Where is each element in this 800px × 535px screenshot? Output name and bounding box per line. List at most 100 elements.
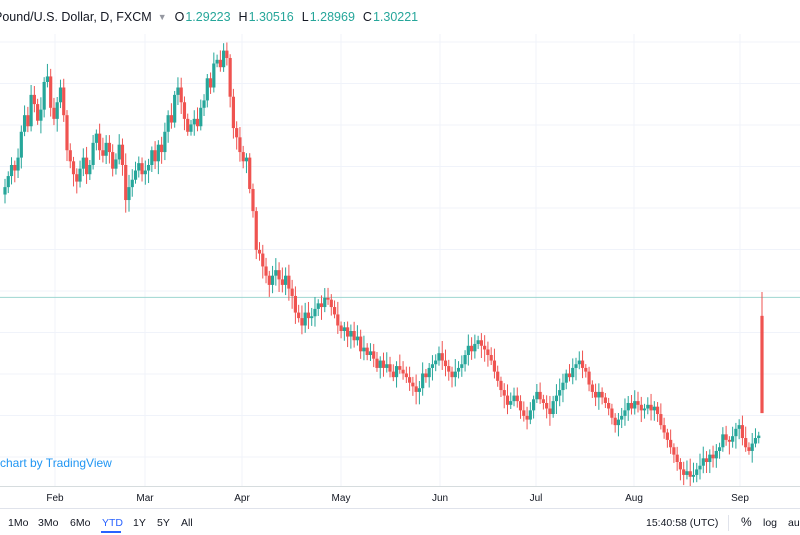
candle-body [362,347,366,352]
candle-body [303,312,307,326]
range-1y-button[interactable]: 1Y [133,517,146,529]
candle-body [228,57,232,97]
candle-body [538,391,542,400]
candle-body [32,94,36,105]
candle-body [515,395,519,402]
candle-body [319,303,324,308]
candle-body [698,465,702,470]
candle-body [323,297,327,308]
candle-body [163,131,167,153]
candle-body [408,377,412,383]
candle-body [571,367,575,378]
candle-body [91,142,95,165]
candle-body [277,270,281,280]
candle-body [531,399,536,411]
range-all-button[interactable]: All [181,517,193,529]
candle-body [476,340,480,344]
percent-scale-button[interactable]: % [741,515,752,529]
candle-body [567,373,572,378]
ohlc-low: L1.28969 [302,10,355,24]
candle-body [750,443,754,451]
candle-body [727,439,731,442]
candle-body [88,164,92,175]
candle-body [238,137,242,153]
candle-body [94,133,98,143]
candle-body [186,118,190,132]
candle-body [124,164,128,201]
candle-body [398,366,402,370]
range-ytd-button[interactable]: YTD [102,517,123,529]
candle-body [401,369,405,374]
candle-body [580,360,585,368]
utc-clock[interactable]: 15:40:58 (UTC) [646,517,719,529]
candle-body [695,469,699,475]
candles [3,42,764,486]
candle-body [509,401,513,405]
auto-scale-button[interactable]: au [788,517,800,529]
candle-body [479,340,483,346]
caret-down-icon[interactable]: ▼ [157,12,167,22]
candle-body [492,360,497,372]
candle-body [737,425,741,429]
candle-body [101,150,105,156]
range-6mo-button[interactable]: 6Mo [70,517,91,529]
candle-body [169,115,174,123]
candle-body [649,404,653,411]
candle-body [313,308,317,317]
candle-body [469,345,474,352]
candle-body [545,402,549,409]
x-tick-feb: Feb [46,493,64,504]
candle-body [577,360,581,365]
candle-body [381,360,386,368]
candle-body [244,157,249,162]
candle-body [616,419,621,426]
candle-body [39,109,43,121]
candle-body [724,434,728,440]
log-scale-button[interactable]: log [763,517,778,529]
x-tick-apr: Apr [234,493,250,504]
candle-body [130,179,134,188]
candle-body [430,364,435,368]
candle-body [143,170,147,175]
candle-body [68,150,72,162]
candle-body [717,447,722,451]
tradingview-attribution-link[interactable]: chart by TradingView [0,456,112,470]
x-tick-mar: Mar [136,493,154,504]
candle-body [678,462,683,470]
candle-body [590,384,594,392]
candle-body [71,161,76,175]
candle-body [597,391,601,398]
candle-body [744,438,748,448]
ohlc-close: C1.30221 [363,10,418,24]
candle-body [257,249,262,254]
candle-body [437,353,441,361]
candlestick-chart[interactable] [0,0,800,486]
range-5y-button[interactable]: 5Y [157,517,170,529]
low-value: 1.28969 [309,10,355,24]
candle-body [561,382,565,391]
symbol-title[interactable]: Pound/U.S. Dollar, D, FXCM [0,10,152,24]
range-1mo-button[interactable]: 1Mo [8,517,29,529]
candle-body [610,408,614,418]
candle-body [19,131,23,158]
chart-header: Pound/U.S. Dollar, D, FXCM ▼ O1.29223 H1… [0,0,800,34]
candle-body [574,364,578,368]
candle-body [62,87,66,116]
candle-body [411,382,415,387]
candle-body [747,447,751,451]
candle-body [688,471,692,477]
candle-body [466,345,470,356]
candle-body [460,364,464,368]
candle-body [231,96,236,129]
candle-body [189,124,193,132]
candle-body [251,188,255,212]
range-3mo-button[interactable]: 3Mo [38,517,59,529]
candle-body [385,364,389,368]
candle-body [284,275,288,285]
candle-body [22,115,27,132]
candle-body [49,76,53,108]
candle-body [137,163,141,171]
candle-body [176,87,180,95]
candle-body [120,144,125,165]
candle-body [248,157,252,189]
